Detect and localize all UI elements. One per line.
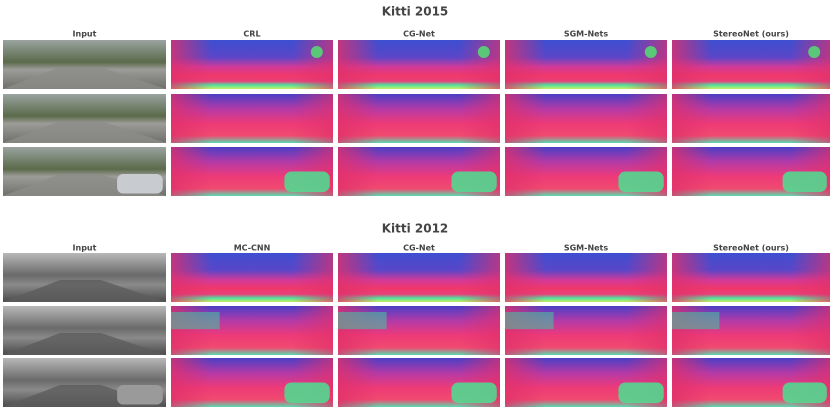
disparity-sides xyxy=(672,253,830,302)
input-image xyxy=(3,147,166,196)
car xyxy=(783,172,827,193)
disparity-map xyxy=(672,94,830,143)
input-image xyxy=(3,358,166,407)
disparity-sides xyxy=(672,94,830,143)
foliage xyxy=(338,312,387,329)
foliage xyxy=(171,312,220,329)
foliage xyxy=(505,312,554,329)
disparity-sides xyxy=(505,40,667,89)
car xyxy=(117,174,163,194)
disparity-map xyxy=(338,306,500,355)
column-header: CG-Net xyxy=(403,244,435,253)
disparity-sides xyxy=(505,253,667,302)
disparity-map xyxy=(505,94,667,143)
disparity-map xyxy=(505,40,667,89)
disparity-sides xyxy=(338,253,500,302)
disparity-map xyxy=(505,253,667,302)
input-image xyxy=(3,94,166,143)
disparity-sides xyxy=(338,94,500,143)
disparity-map xyxy=(672,253,830,302)
disparity-sides xyxy=(171,94,333,143)
input-image xyxy=(3,253,166,302)
disparity-map xyxy=(338,94,500,143)
column-header: Input xyxy=(73,30,97,39)
input-image xyxy=(3,40,166,89)
disparity-map xyxy=(338,358,500,407)
disparity-map xyxy=(171,306,333,355)
car xyxy=(618,383,663,404)
disparity-map xyxy=(338,40,500,89)
column-header: SGM-Nets xyxy=(564,244,609,253)
figure-content: Kitti 2015 Input CRL CG-Net SGM-Nets StereoNe… xyxy=(3,5,830,408)
disparity-map xyxy=(171,358,333,407)
column-header: CRL xyxy=(243,30,260,39)
car xyxy=(284,383,329,404)
car xyxy=(783,383,827,404)
tree xyxy=(478,46,490,58)
car xyxy=(618,172,663,193)
disparity-map xyxy=(672,40,830,89)
disparity-map xyxy=(171,147,333,196)
disparity-map xyxy=(505,147,667,196)
disparity-map xyxy=(672,358,830,407)
tree xyxy=(645,46,657,58)
disparity-sides xyxy=(171,253,333,302)
disparity-map xyxy=(171,253,333,302)
disparity-map xyxy=(672,147,830,196)
disparity-sides xyxy=(505,94,667,143)
foliage xyxy=(672,312,719,329)
disparity-map xyxy=(505,306,667,355)
car xyxy=(451,383,496,404)
figure: Kitti 2015 Input CRL CG-Net SGM-Nets StereoNe… xyxy=(0,0,830,411)
car xyxy=(284,172,329,193)
car xyxy=(117,385,163,405)
column-header: CG-Net xyxy=(403,30,435,39)
tree xyxy=(311,46,323,58)
disparity-map xyxy=(171,40,333,89)
section-title: Kitti 2012 xyxy=(382,222,449,236)
disparity-map xyxy=(505,358,667,407)
column-header: SGM-Nets xyxy=(564,30,609,39)
column-header: StereoNet (ours) xyxy=(713,244,789,253)
disparity-map xyxy=(672,306,830,355)
disparity-map xyxy=(171,94,333,143)
disparity-sides xyxy=(672,40,830,89)
car xyxy=(451,172,496,193)
section-title: Kitti 2015 xyxy=(382,5,449,19)
disparity-map xyxy=(338,253,500,302)
disparity-sides xyxy=(338,40,500,89)
input-image xyxy=(3,306,166,355)
column-header: MC-CNN xyxy=(234,244,271,253)
tree xyxy=(808,46,820,58)
column-header: StereoNet (ours) xyxy=(713,30,789,39)
disparity-map xyxy=(338,147,500,196)
disparity-sides xyxy=(171,40,333,89)
column-header: Input xyxy=(73,244,97,253)
